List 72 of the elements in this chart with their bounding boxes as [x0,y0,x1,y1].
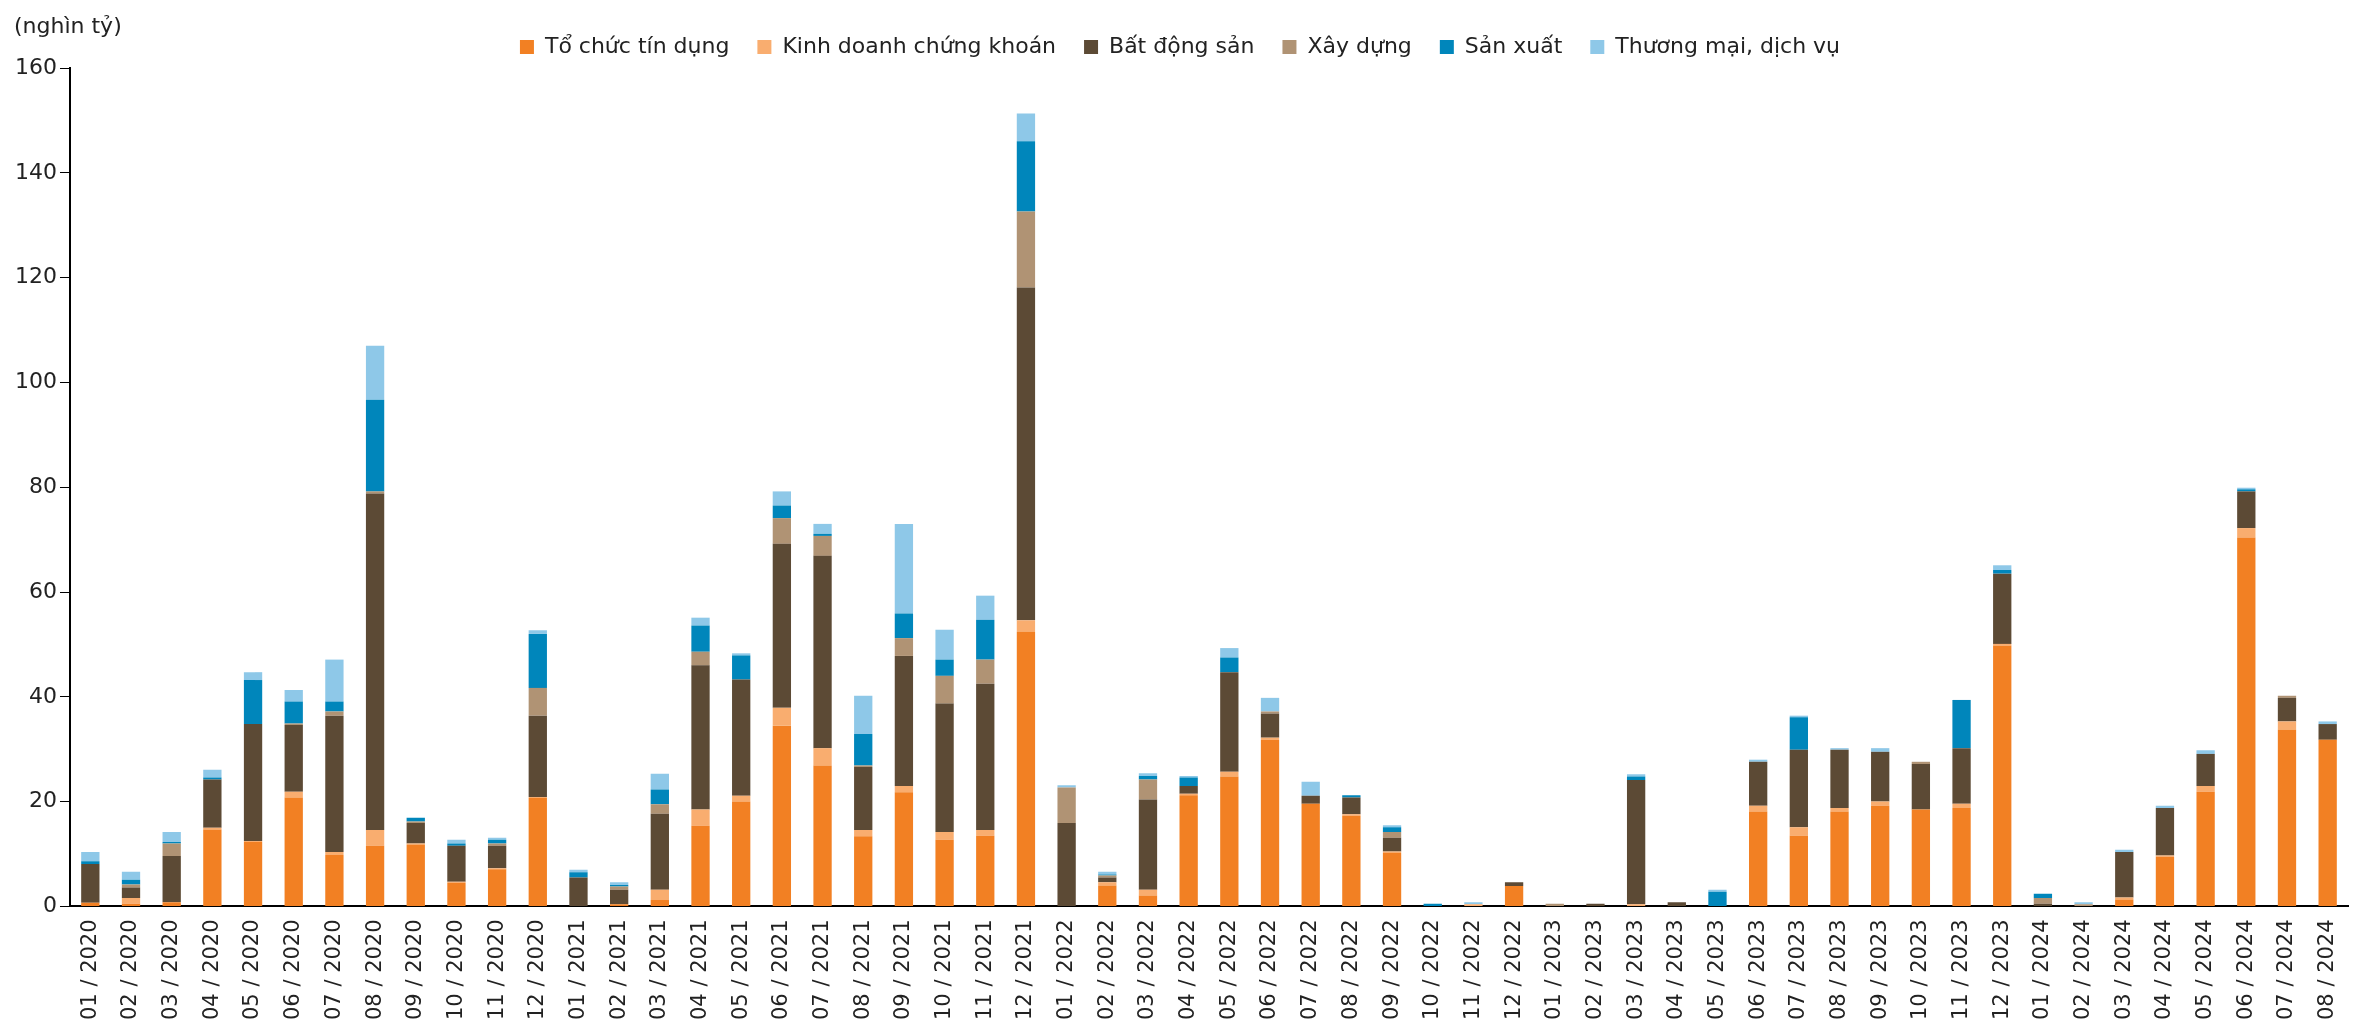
x-tick-label: 10 / 2020 [442,919,467,1020]
y-axis-title: (nghìn tỷ) [14,12,122,38]
x-tick-label: 08 / 2024 [2314,919,2339,1020]
x-tick-label: 04 / 2022 [1175,919,1200,1020]
y-tick-label: 160 [14,53,57,79]
x-tick-label: 12 / 2021 [1012,919,1037,1020]
legend-label: Thương mại, dịch vụ [1614,32,1841,58]
x-tick-label: 03 / 2024 [2110,919,2135,1020]
x-tick-label: 07 / 2024 [2273,919,2298,1020]
x-tick-label: 03 / 2022 [1134,919,1159,1020]
x-tick-label: 04 / 2021 [686,919,711,1020]
legend-label: Sản xuất [1464,32,1563,58]
x-tick-label: 02 / 2023 [1581,919,1606,1020]
x-tick-label: 12 / 2020 [524,919,549,1020]
x-tick-label: 02 / 2024 [2070,919,2095,1020]
y-tick-label: 140 [14,158,57,184]
x-tick-label: 06 / 2023 [1744,919,1769,1020]
x-tick-label: 08 / 2021 [849,919,874,1020]
x-tick-label: 12 / 2022 [1500,919,1525,1020]
legend-label: Tổ chức tín dụng [543,32,730,58]
x-tick-label: 10 / 2022 [1419,919,1444,1020]
x-tick-label: 01 / 2023 [1541,919,1566,1020]
y-tick-label: 80 [28,472,57,498]
x-tick-label: 02 / 2022 [1093,919,1118,1020]
x-tick-label: 03 / 2020 [158,919,183,1020]
x-tick-label: 10 / 2023 [1907,919,1932,1020]
x-tick-label: 09 / 2021 [890,919,915,1020]
y-tick-label: 120 [14,263,57,289]
x-tick-label: 03 / 2023 [1622,919,1647,1020]
x-tick-label: 11 / 2023 [1948,919,1973,1020]
x-tick-label: 05 / 2023 [1703,919,1728,1020]
x-tick-label: 05 / 2024 [2192,919,2217,1020]
x-tick-label: 06 / 2021 [768,919,793,1020]
x-tick-label: 06 / 2022 [1256,919,1281,1020]
x-tick-label: 08 / 2020 [361,919,386,1020]
x-tick-label: 05 / 2020 [239,919,264,1020]
x-tick-label: 06 / 2024 [2232,919,2257,1020]
y-tick-label: 20 [28,787,57,813]
legend-label: Bất động sản [1109,32,1255,58]
y-tick-label: 40 [28,682,57,708]
x-tick-label: 01 / 2021 [564,919,589,1020]
x-tick-label: 11 / 2021 [971,919,996,1020]
x-tick-label: 01 / 2022 [1053,919,1078,1020]
y-tick-label: 100 [14,368,57,394]
x-tick-label: 01 / 2024 [2029,919,2054,1020]
x-tick-label: 11 / 2022 [1459,919,1484,1020]
x-tick-label: 01 / 2020 [76,919,101,1020]
x-tick-label: 07 / 2022 [1297,919,1322,1020]
x-tick-label: 04 / 2020 [198,919,223,1020]
y-tick-label: 60 [28,577,57,603]
x-tick-label: 08 / 2023 [1825,919,1850,1020]
x-tick-label: 02 / 2021 [605,919,630,1020]
x-tick-label: 05 / 2021 [727,919,752,1020]
x-tick-label: 03 / 2021 [646,919,671,1020]
x-tick-label: 02 / 2020 [117,919,142,1020]
y-tick-label: 0 [42,892,57,918]
x-tick-label: 06 / 2020 [280,919,305,1020]
x-tick-label: 04 / 2024 [2151,919,2176,1020]
x-tick-label: 10 / 2021 [931,919,956,1020]
x-tick-label: 05 / 2022 [1215,919,1240,1020]
legend-label: Xây dựng [1307,32,1412,58]
x-tick-label: 12 / 2023 [1988,919,2013,1020]
x-tick-label: 07 / 2020 [320,919,345,1020]
x-tick-label: 11 / 2020 [483,919,508,1020]
legend-label: Kinh doanh chứng khoán [782,32,1057,58]
x-tick-label: 07 / 2023 [1785,919,1810,1020]
x-tick-label: 09 / 2022 [1378,919,1403,1020]
x-tick-label: 09 / 2023 [1866,919,1891,1020]
x-tick-label: 08 / 2022 [1337,919,1362,1020]
x-tick-label: 09 / 2020 [402,919,427,1020]
x-tick-label: 07 / 2021 [809,919,833,1020]
x-tick-label: 04 / 2023 [1663,919,1688,1020]
